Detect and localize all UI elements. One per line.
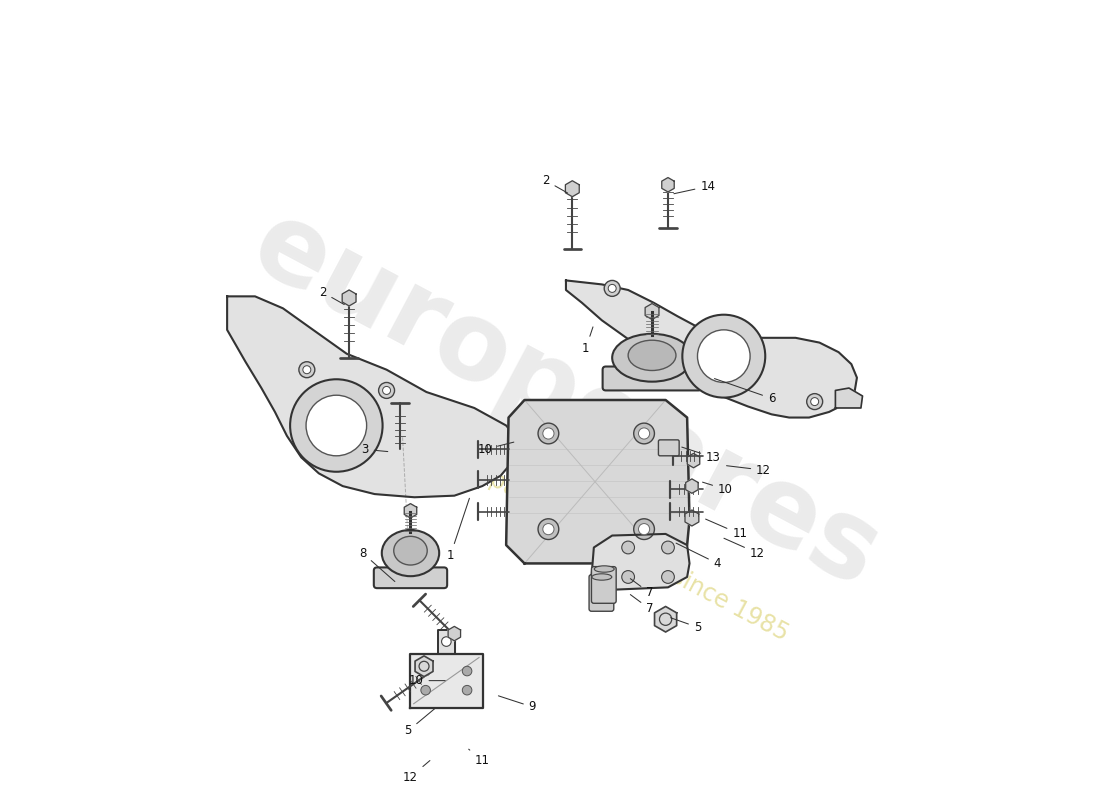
Circle shape [421,666,430,676]
Circle shape [638,428,650,439]
Circle shape [290,379,383,472]
Circle shape [538,518,559,539]
FancyBboxPatch shape [374,567,448,588]
Polygon shape [409,654,483,708]
Ellipse shape [592,574,612,580]
Circle shape [542,428,554,439]
Polygon shape [685,479,698,494]
Text: 3: 3 [362,443,388,456]
Polygon shape [688,454,700,468]
Polygon shape [506,400,690,563]
Text: 10: 10 [703,482,733,496]
Text: 12: 12 [727,464,771,477]
Text: 7: 7 [630,594,653,615]
Text: 2: 2 [542,174,568,193]
Text: 9: 9 [498,696,536,714]
Ellipse shape [382,530,439,576]
Ellipse shape [628,340,676,370]
Text: 7: 7 [630,578,653,599]
Circle shape [634,518,654,539]
Text: 11: 11 [705,519,747,541]
Circle shape [638,523,650,534]
Text: 2: 2 [319,286,344,305]
Text: 5: 5 [405,709,435,738]
Text: europeares: europeares [234,190,898,610]
Text: 10: 10 [477,442,514,456]
Circle shape [441,637,451,646]
Polygon shape [448,626,461,641]
Text: 12: 12 [403,761,430,783]
Text: 14: 14 [674,180,715,194]
Circle shape [383,386,390,394]
Polygon shape [565,181,580,197]
Circle shape [378,382,395,398]
Text: 8: 8 [359,546,395,582]
Ellipse shape [394,536,427,565]
Circle shape [306,395,366,456]
Circle shape [621,570,635,583]
Text: 12: 12 [724,538,764,559]
Polygon shape [342,290,356,306]
Polygon shape [438,630,455,654]
FancyBboxPatch shape [603,366,702,390]
FancyBboxPatch shape [659,440,679,456]
Polygon shape [685,510,698,526]
Circle shape [811,398,818,406]
Text: 1: 1 [582,327,593,354]
Polygon shape [415,656,433,677]
Polygon shape [592,534,690,590]
Circle shape [621,541,635,554]
Text: 5: 5 [671,618,701,634]
Polygon shape [405,504,417,518]
Circle shape [538,423,559,444]
Ellipse shape [613,334,692,382]
Ellipse shape [594,566,614,572]
Circle shape [661,541,674,554]
Circle shape [542,523,554,534]
Circle shape [697,330,750,382]
Polygon shape [835,388,862,408]
Polygon shape [227,296,518,498]
Circle shape [608,285,616,292]
Circle shape [421,686,430,695]
Text: 1: 1 [447,498,470,562]
FancyBboxPatch shape [590,574,614,611]
Circle shape [604,281,620,296]
Polygon shape [662,178,674,192]
Text: 11: 11 [469,749,490,767]
Circle shape [462,686,472,695]
Circle shape [806,394,823,410]
Polygon shape [654,606,676,632]
FancyBboxPatch shape [592,566,616,603]
Polygon shape [565,281,857,418]
Circle shape [302,366,311,374]
Text: 10: 10 [408,674,446,687]
Text: 4: 4 [676,543,722,570]
Polygon shape [645,303,659,319]
Text: a passion for parts since 1985: a passion for parts since 1985 [466,457,793,646]
Circle shape [634,423,654,444]
Circle shape [299,362,315,378]
Circle shape [682,314,766,398]
Circle shape [462,666,472,676]
Circle shape [661,570,674,583]
Text: 13: 13 [682,447,720,464]
Text: 6: 6 [715,378,775,405]
